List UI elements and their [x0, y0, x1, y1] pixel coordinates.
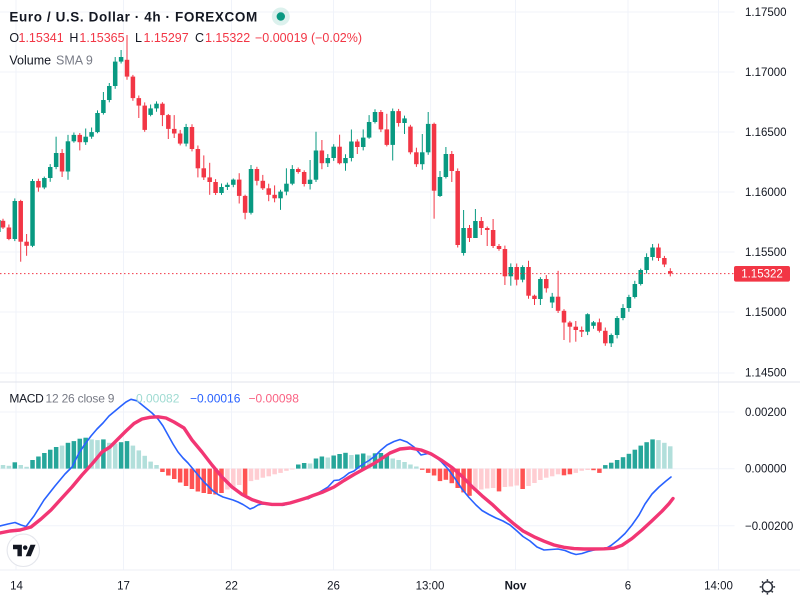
svg-text:14: 14 — [10, 581, 23, 593]
svg-text:13:00: 13:00 — [416, 581, 445, 593]
svg-text:−0.00200: −0.00200 — [745, 521, 793, 533]
svg-text:0.00000: 0.00000 — [745, 464, 787, 476]
svg-text:1.15297: 1.15297 — [144, 31, 189, 45]
svg-text:MACD: MACD — [9, 392, 44, 406]
svg-text:17: 17 — [117, 581, 130, 593]
svg-text:26: 26 — [327, 581, 340, 593]
svg-text:1.16000: 1.16000 — [745, 187, 787, 199]
svg-text:1.17000: 1.17000 — [745, 67, 787, 79]
svg-text:1.15322: 1.15322 — [205, 31, 250, 45]
svg-text:Volume: Volume — [9, 54, 51, 68]
svg-text:O: O — [9, 31, 19, 45]
svg-text:1.15341: 1.15341 — [19, 31, 64, 45]
svg-text:14:00: 14:00 — [704, 581, 733, 593]
svg-text:1.15322: 1.15322 — [741, 269, 783, 281]
svg-text:−0.00019 (−0.02%): −0.00019 (−0.02%) — [255, 31, 362, 45]
svg-text:1.15000: 1.15000 — [745, 307, 787, 319]
svg-text:SMA 9: SMA 9 — [56, 54, 93, 68]
svg-text:−0.00098: −0.00098 — [249, 392, 300, 406]
svg-text:1.15365: 1.15365 — [79, 31, 124, 45]
svg-text:1.16500: 1.16500 — [745, 127, 787, 139]
svg-text:1.17500: 1.17500 — [745, 7, 787, 19]
svg-text:1.15500: 1.15500 — [745, 247, 787, 259]
svg-text:−0.00016: −0.00016 — [190, 392, 241, 406]
svg-text:1.14500: 1.14500 — [745, 368, 787, 380]
svg-text:6: 6 — [625, 581, 631, 593]
svg-text:C: C — [195, 31, 204, 45]
svg-text:L: L — [135, 31, 142, 45]
svg-text:0.00200: 0.00200 — [745, 407, 787, 419]
svg-text:Nov: Nov — [505, 581, 527, 593]
svg-text:Euro / U.S. Dollar · 4h · FORE: Euro / U.S. Dollar · 4h · FOREXCOM — [9, 10, 257, 25]
svg-text:22: 22 — [225, 581, 238, 593]
svg-text:0.00082: 0.00082 — [136, 392, 180, 406]
svg-text:12 26 close 9: 12 26 close 9 — [46, 392, 115, 406]
svg-text:H: H — [69, 31, 78, 45]
